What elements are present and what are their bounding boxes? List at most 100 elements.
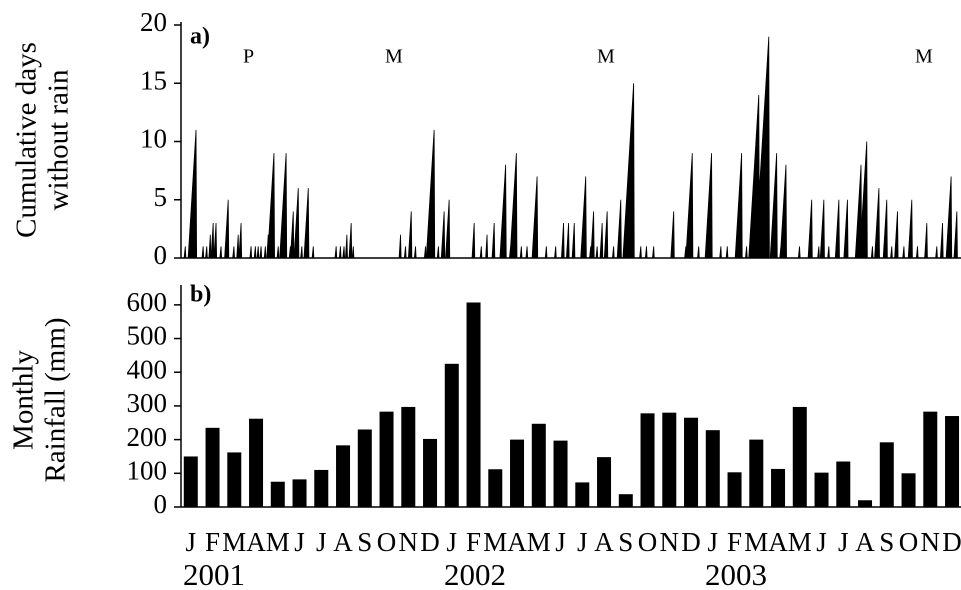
y-tick-label: 5	[154, 182, 168, 212]
bar	[357, 429, 372, 507]
bar	[488, 469, 503, 507]
spike	[289, 211, 295, 259]
spike	[303, 188, 310, 259]
y-axis-title: Cumulative days	[11, 42, 43, 238]
bar	[336, 445, 351, 507]
spike	[719, 246, 722, 259]
x-tick-label: F	[466, 527, 481, 557]
spike	[870, 246, 874, 259]
bar	[684, 417, 699, 507]
spike	[827, 246, 830, 259]
year-label: 2002	[444, 557, 506, 590]
spike	[334, 246, 338, 259]
bar	[597, 457, 612, 507]
spike	[874, 188, 880, 259]
spike	[259, 246, 263, 259]
spike	[423, 246, 427, 259]
x-tick-label: S	[879, 527, 894, 557]
spike	[939, 223, 944, 259]
spike	[485, 234, 489, 259]
spike	[253, 246, 257, 259]
x-tick-label: A	[246, 527, 266, 557]
spike	[704, 153, 713, 259]
spike	[479, 246, 483, 259]
x-tick-label: M	[527, 527, 551, 557]
y-tick-label: 600	[127, 287, 168, 317]
bar	[553, 440, 568, 507]
spike	[311, 246, 315, 259]
bar	[466, 302, 481, 507]
x-tick-label: J	[838, 527, 849, 557]
spike	[611, 246, 615, 259]
spike	[894, 211, 899, 259]
spike	[843, 199, 849, 259]
spike	[425, 129, 436, 259]
bar	[749, 439, 764, 507]
spike	[580, 176, 587, 259]
spike	[208, 234, 212, 259]
spike	[525, 246, 529, 259]
annotation: M	[915, 46, 933, 68]
spike	[639, 246, 642, 259]
spike	[616, 199, 622, 259]
spike	[797, 246, 801, 259]
annotation: b)	[190, 282, 211, 308]
spike	[205, 246, 208, 259]
x-tick-label: A	[594, 527, 614, 557]
spike	[224, 199, 230, 259]
y-tick-label: 10	[140, 124, 167, 154]
spike	[407, 211, 413, 259]
spike	[293, 188, 300, 259]
spike	[644, 246, 648, 259]
bar	[314, 469, 329, 507]
spike	[565, 223, 570, 259]
bar	[640, 413, 655, 507]
y-tick-label: 300	[127, 388, 168, 418]
spike	[232, 246, 235, 259]
bar	[836, 461, 851, 507]
spike	[267, 153, 275, 259]
spike	[915, 246, 919, 259]
bar	[945, 416, 960, 507]
bar	[618, 494, 633, 507]
bar	[771, 468, 786, 507]
bar	[423, 438, 438, 507]
spike	[544, 246, 548, 259]
x-tick-label: S	[618, 527, 633, 557]
x-tick-label: D	[942, 527, 961, 557]
x-tick-label: M	[788, 527, 812, 557]
y-tick-label: 20	[140, 7, 167, 37]
spike	[571, 223, 576, 259]
y-tick-label: 100	[127, 456, 168, 486]
bar	[379, 411, 394, 507]
bar	[183, 456, 198, 507]
spike	[279, 153, 288, 259]
spike	[445, 199, 451, 259]
spike	[854, 164, 863, 259]
spike	[599, 223, 604, 259]
spike	[263, 246, 267, 259]
year-label: 2001	[183, 557, 245, 590]
x-tick-label: M	[483, 527, 507, 557]
x-tick-label: J	[555, 527, 566, 557]
spike	[345, 234, 348, 259]
spike	[670, 211, 675, 259]
spike	[348, 223, 353, 259]
spike	[183, 246, 187, 259]
spike	[436, 246, 440, 259]
annotation: a)	[190, 24, 210, 50]
spike	[754, 36, 770, 259]
x-tick-label: J	[447, 527, 458, 557]
spike	[201, 246, 205, 259]
spike	[882, 199, 888, 259]
spike	[236, 234, 240, 259]
spike	[276, 246, 280, 259]
spike	[413, 246, 417, 259]
spike	[531, 176, 539, 259]
x-tick-label: J	[577, 527, 588, 557]
spike	[249, 246, 253, 259]
spike	[471, 223, 476, 259]
spike	[210, 223, 215, 259]
spike	[902, 246, 905, 259]
